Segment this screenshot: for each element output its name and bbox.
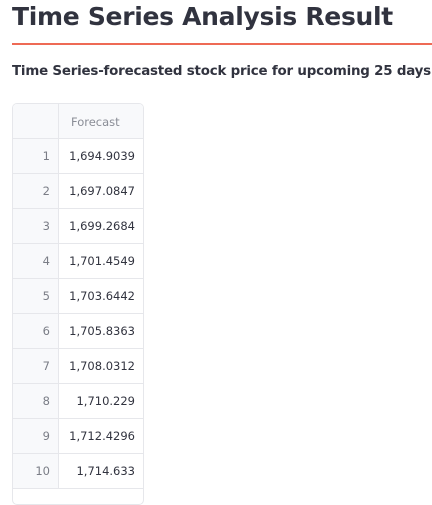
forecast-dataframe[interactable]: Forecast 1 1,694.9039 2 1,697.0847 3 1,699.26… <box>12 103 144 505</box>
table-row[interactable]: 1 1,694.9039 <box>13 139 143 174</box>
forecast-value-cell[interactable]: 1,701.4549 <box>69 254 135 268</box>
forecast-value-cell[interactable]: 1,694.9039 <box>69 149 135 163</box>
index-header-cell <box>13 104 59 138</box>
table-header-row: Forecast <box>13 104 143 139</box>
forecast-value-cell[interactable]: 1,703.6442 <box>69 289 135 303</box>
row-index-cell: 1 <box>13 139 59 173</box>
forecast-value-cell[interactable]: 1,712.4296 <box>69 429 135 443</box>
row-index-cell: 6 <box>13 314 59 348</box>
row-index-cell: 9 <box>13 419 59 453</box>
table-row[interactable]: 9 1,712.4296 <box>13 419 143 454</box>
table-row[interactable]: 6 1,705.8363 <box>13 314 143 349</box>
forecast-value-cell[interactable]: 1,699.2684 <box>69 219 135 233</box>
forecast-value-cell[interactable]: 1,705.8363 <box>69 324 135 338</box>
forecast-column-header[interactable]: Forecast <box>59 104 143 138</box>
row-index-cell: 4 <box>13 244 59 278</box>
row-index-cell: 5 <box>13 279 59 313</box>
title-divider <box>12 43 432 45</box>
row-index-cell: 10 <box>13 454 59 488</box>
table-row[interactable]: 5 1,703.6442 <box>13 279 143 314</box>
row-index-cell: 2 <box>13 174 59 208</box>
forecast-value-cell[interactable]: 1,714.633 <box>76 464 135 478</box>
table-row[interactable]: 3 1,699.2684 <box>13 209 143 244</box>
table-row[interactable]: 4 1,701.4549 <box>13 244 143 279</box>
row-index-cell: 8 <box>13 384 59 418</box>
forecast-subtitle: Time Series-forecasted stock price for u… <box>12 64 432 79</box>
forecast-value-cell[interactable]: 1,697.0847 <box>69 184 135 198</box>
forecast-value-cell[interactable]: 1,710.229 <box>76 394 135 408</box>
forecast-value-cell[interactable]: 1,708.0312 <box>69 359 135 373</box>
page-title: Time Series Analysis Result <box>12 2 393 31</box>
table-row[interactable]: 7 1,708.0312 <box>13 349 143 384</box>
table-row[interactable]: 8 1,710.229 <box>13 384 143 419</box>
table-row[interactable]: 10 1,714.633 <box>13 454 143 489</box>
row-index-cell: 3 <box>13 209 59 243</box>
table-row[interactable]: 2 1,697.0847 <box>13 174 143 209</box>
row-index-cell: 7 <box>13 349 59 383</box>
